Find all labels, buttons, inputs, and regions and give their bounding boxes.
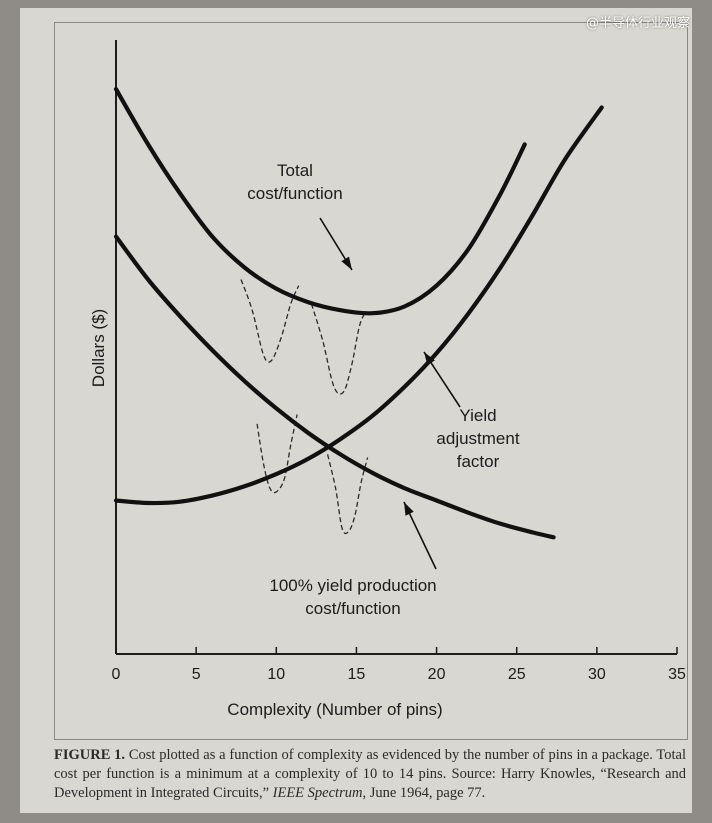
- series-line: [113, 234, 556, 540]
- series-label: adjustment: [436, 429, 519, 448]
- dashed-dip-curve: [256, 414, 298, 494]
- caption-line-2: pins in a package. Total cost per functi…: [54, 747, 687, 782]
- series-label: cost/function: [247, 184, 342, 203]
- label-arrowhead: [424, 352, 435, 366]
- figure-caption: FIGURE 1. Cost plotted as a function of …: [54, 746, 686, 803]
- book-page: 0 5 10 15 20 25 30 35 Total cost/function Yield ad…: [20, 8, 692, 813]
- series-label: cost/function: [305, 599, 400, 618]
- label-arrowhead: [341, 256, 352, 270]
- curves: [113, 87, 604, 540]
- axes: [115, 40, 677, 655]
- dashed-dips: [240, 279, 369, 535]
- caption-line-3: pins. Source: Harry Knowles, “Research a…: [54, 766, 687, 801]
- series-line: [113, 87, 527, 316]
- x-tick-label: 25: [508, 666, 526, 683]
- y-axis-label: Dollars ($): [89, 309, 108, 387]
- label-arrowhead: [404, 502, 414, 516]
- dashed-dip-curve: [240, 279, 300, 363]
- watermark: @半导体行业观察: [585, 16, 690, 31]
- figure-frame: [54, 22, 688, 740]
- x-tick-label: 10: [267, 666, 285, 683]
- series-label: Total: [277, 161, 313, 180]
- curve-labels: Total cost/function Yield adjustment factor 1…: [247, 161, 520, 618]
- x-tick-label: 0: [112, 666, 121, 683]
- series-label: factor: [457, 452, 500, 471]
- series-line: [113, 105, 604, 506]
- x-tick-label: 5: [192, 666, 201, 683]
- series-label: 100% yield production: [269, 576, 436, 595]
- x-tick-label: 30: [588, 666, 606, 683]
- x-ticks: 0 5 10 15 20 25 30 35: [112, 647, 686, 683]
- caption-journal: IEEE Spectrum: [272, 785, 363, 801]
- x-axis-label: Complexity (Number of pins): [227, 700, 442, 719]
- x-tick-label: 20: [428, 666, 446, 683]
- dashed-dip-curve: [326, 454, 369, 535]
- caption-line-4: , June 1964, page 77.: [362, 785, 486, 801]
- x-tick-label: 35: [668, 666, 686, 683]
- cost-complexity-chart: 0 5 10 15 20 25 30 35 Total cost/function Yield ad…: [89, 40, 686, 719]
- figure-label: FIGURE 1.: [54, 747, 126, 763]
- caption-line-1: Cost plotted as a function of complexity…: [125, 747, 545, 763]
- dashed-dip-curve: [310, 303, 367, 395]
- series-label: Yield: [459, 406, 496, 425]
- x-tick-label: 15: [348, 666, 366, 683]
